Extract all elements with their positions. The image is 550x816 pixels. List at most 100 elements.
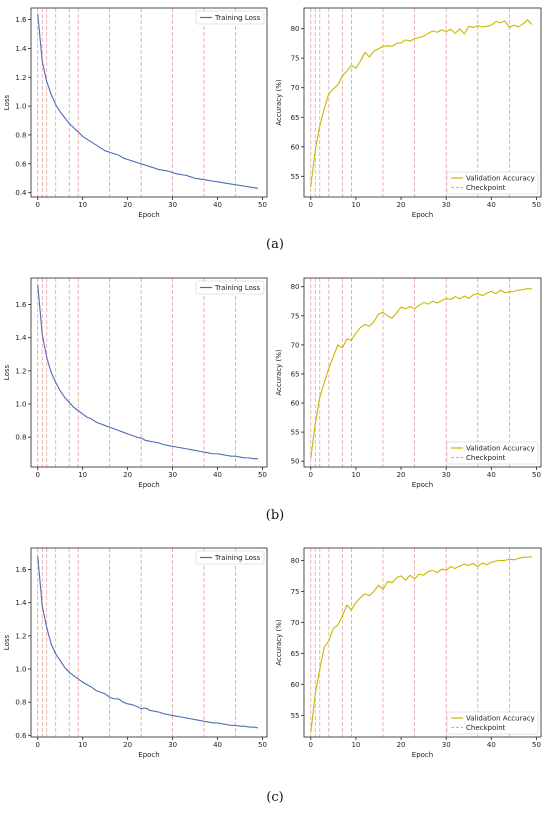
x-tick-label: 50 (258, 741, 267, 749)
accuracy-line (310, 287, 533, 459)
y-tick-label: 60 (291, 681, 300, 689)
x-tick-label: 20 (397, 471, 406, 479)
x-tick-label: 10 (351, 201, 360, 209)
legend-box (446, 441, 539, 465)
legend-label: Training Loss (214, 14, 261, 22)
x-tick-label: 50 (258, 201, 267, 209)
x-tick-label: 10 (78, 471, 87, 479)
y-tick-label: 75 (291, 312, 300, 320)
y-tick-label: 80 (291, 25, 300, 33)
x-tick-label: 0 (36, 471, 40, 479)
x-axis-label: Epoch (412, 751, 433, 759)
y-tick-label: 1.4 (15, 599, 27, 607)
x-tick-label: 20 (397, 741, 406, 749)
y-axis-label: Loss (3, 94, 11, 110)
x-tick-label: 40 (213, 201, 222, 209)
x-tick-label: 10 (78, 201, 87, 209)
x-tick-label: 30 (442, 741, 451, 749)
legend-label: Checkpoint (466, 184, 506, 192)
legend-box (195, 550, 265, 565)
y-tick-label: 60 (291, 400, 300, 408)
legend-box (195, 10, 265, 25)
x-axis-label: Epoch (138, 751, 159, 759)
loss-line (37, 284, 259, 460)
x-tick-label: 40 (213, 741, 222, 749)
legend-box (446, 711, 539, 735)
y-tick-label: 0.6 (15, 160, 27, 168)
y-tick-label: 1.0 (15, 103, 26, 111)
plot-frame (30, 547, 268, 738)
x-tick-label: 20 (123, 741, 132, 749)
y-tick-label: 1.0 (15, 401, 26, 409)
plot-frame (303, 277, 542, 468)
y-tick-label: 65 (291, 370, 300, 378)
legend-label: Validation Accuracy (466, 445, 535, 453)
y-tick-label: 1.2 (15, 367, 26, 375)
y-tick-label: 80 (291, 283, 300, 291)
x-tick-label: 20 (123, 471, 132, 479)
x-tick-label: 50 (532, 471, 541, 479)
y-tick-label: 0.8 (15, 434, 26, 442)
x-axis-label: Epoch (138, 481, 159, 489)
y-tick-label: 1.2 (15, 632, 26, 640)
legend: Training Loss (195, 10, 265, 25)
chart-c-accuracy: 0 10 20 30 40 50 55 60 65 70 75 80 Epoch Accuracy (%)… (275, 547, 542, 759)
y-tick-label: 0.8 (15, 131, 26, 139)
legend-label: Training Loss (214, 284, 261, 292)
y-tick-label: 50 (291, 458, 300, 466)
y-tick-label: 1.2 (15, 74, 26, 82)
x-tick-label: 30 (168, 741, 177, 749)
y-tick-label: 1.6 (15, 566, 27, 574)
x-tick-label: 40 (487, 471, 496, 479)
x-axis-label: Epoch (412, 481, 433, 489)
chart-a-accuracy: 0 10 20 30 40 50 55 60 65 70 75 80 Epoch Accuracy (%)… (275, 7, 542, 219)
y-tick-label: 70 (291, 84, 300, 92)
y-tick-label: 0.6 (15, 732, 27, 740)
x-tick-label: 50 (258, 471, 267, 479)
legend: Training Loss (195, 280, 265, 295)
legend-label: Checkpoint (466, 454, 506, 462)
chart-b-accuracy: 0 10 20 30 40 50 50 55 60 65 70 75 80 Epoch Accuracy (… (275, 277, 542, 489)
y-tick-label: 60 (291, 143, 300, 151)
x-tick-label: 0 (36, 741, 40, 749)
panel-caption: (b) (266, 508, 284, 523)
x-axis-label: Epoch (138, 211, 159, 219)
y-tick-label: 75 (291, 55, 300, 63)
y-tick-label: 70 (291, 619, 300, 627)
plot-frame (303, 547, 542, 738)
x-tick-label: 30 (442, 201, 451, 209)
panel-caption: (a) (266, 237, 284, 252)
x-tick-label: 10 (351, 471, 360, 479)
x-tick-label: 0 (36, 201, 40, 209)
x-tick-label: 30 (442, 471, 451, 479)
x-tick-label: 40 (487, 741, 496, 749)
y-tick-label: 80 (291, 557, 300, 565)
x-tick-label: 50 (532, 201, 541, 209)
legend-label: Validation Accuracy (466, 175, 535, 183)
legend-box (446, 171, 539, 195)
x-tick-label: 10 (78, 741, 87, 749)
x-axis-label: Epoch (412, 211, 433, 219)
x-tick-label: 20 (123, 201, 132, 209)
y-axis-label: Accuracy (%) (275, 79, 283, 126)
chart-c-loss: 0 10 20 30 40 50 0.6 0.8 1.0 1.2 1.4 1.6 Epoch Loss Tr… (3, 547, 268, 759)
y-tick-label: 0.8 (15, 699, 26, 707)
x-tick-label: 10 (351, 741, 360, 749)
x-tick-label: 30 (168, 201, 177, 209)
y-tick-label: 55 (291, 712, 300, 720)
y-tick-label: 0.4 (15, 189, 27, 197)
x-tick-label: 0 (309, 741, 313, 749)
chart-b-loss: 0 10 20 30 40 50 0.8 1.0 1.2 1.4 1.6 Epoch Loss Train… (3, 277, 268, 489)
x-tick-label: 40 (213, 471, 222, 479)
y-tick-label: 65 (291, 650, 300, 658)
y-tick-label: 1.0 (15, 666, 26, 674)
legend-label: Checkpoint (466, 724, 506, 732)
y-axis-label: Accuracy (%) (275, 619, 283, 666)
y-axis-label: Accuracy (%) (275, 349, 283, 396)
plot-frame (30, 7, 268, 198)
